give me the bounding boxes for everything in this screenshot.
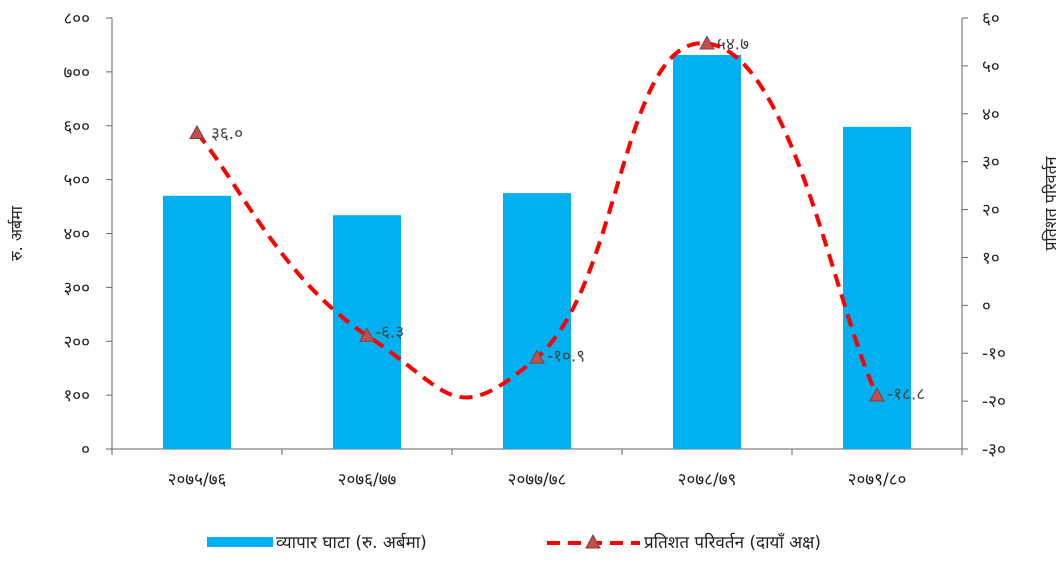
line-marker [869,387,885,402]
left-axis-title: रु. अर्बमा [7,205,26,261]
right-tick-label: -२० [982,392,1006,412]
line-series-path [195,41,879,400]
left-tick-label: ६०० [63,117,90,137]
bar [503,193,571,449]
legend-bar-swatch [207,537,273,547]
right-tick-label: १० [982,248,1000,268]
line-marker [529,349,545,364]
right-tick-label: ६० [982,9,1000,29]
legend-bar-label: व्यापार घाटा (रु. अर्बमा) [276,532,427,553]
left-tick-label: ० [81,440,90,460]
left-tick-label: ५०० [63,171,90,191]
right-axis-title: प्रतिशत परिवर्तन [1041,155,1060,250]
right-tick-label: -१० [982,344,1006,364]
legend-line-label: प्रतिशत परिवर्तन (दायाँ अक्ष) [644,532,821,553]
right-tick-label: २० [982,201,1000,221]
right-tick-label: ० [982,296,991,316]
line-marker [699,35,715,50]
left-tick-label: २०० [63,332,90,352]
left-tick-label: ८०० [63,9,90,29]
x-tick-label: २०७९/८० [848,470,907,490]
left-tick-label: ७०० [63,63,90,83]
x-tick-label: २०७६/७७ [338,470,397,490]
legend-line-marker [585,533,601,549]
data-label: -१०.९ [547,347,585,367]
left-tick-label: ४०० [63,225,90,245]
bar [673,55,741,449]
x-tick-label: २०७८/७९ [678,470,737,490]
x-tick-label: २०७५/७६ [168,470,227,490]
right-tick-label: ५० [982,57,1000,77]
right-tick-label: ४० [982,105,1000,125]
line-marker [189,124,205,140]
right-tick-label: -३० [982,440,1006,460]
right-tick-label: ३० [982,153,1000,173]
left-tick-label: ३०० [63,278,90,298]
bar [163,195,231,449]
x-tick-label: २०७७/७८ [508,470,567,490]
left-tick-label: १०० [63,386,90,406]
line-marker [359,327,375,342]
data-label: ५४.७ [717,34,749,54]
data-label: -१८.८ [887,384,925,404]
data-label: ३६.० [211,124,243,144]
data-label: -६.३ [375,323,404,343]
